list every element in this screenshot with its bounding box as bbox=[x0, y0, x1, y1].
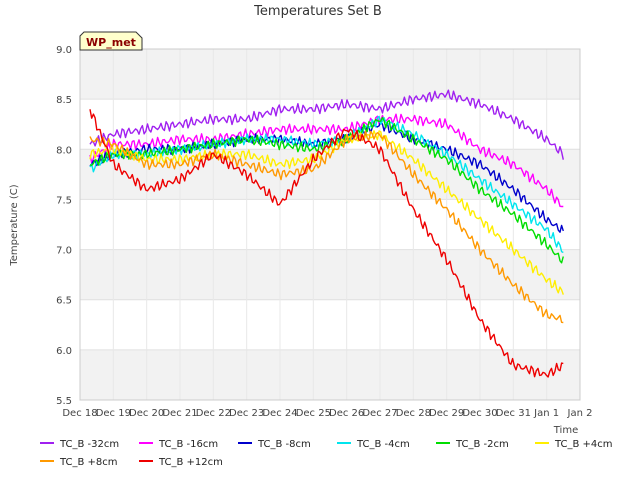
y-tick-label: 8.5 bbox=[56, 95, 72, 106]
y-tick-label: 6.5 bbox=[56, 296, 72, 307]
y-axis-ticks: 5.5 6.0 6.5 7.0 7.5 8.0 8.5 9.0 bbox=[56, 45, 72, 407]
x-tick-label: Dec 27 bbox=[362, 408, 397, 419]
x-tick-label: Dec 28 bbox=[396, 408, 431, 419]
x-tick-label: Dec 24 bbox=[262, 408, 297, 419]
x-tick-label: Dec 23 bbox=[229, 408, 264, 419]
background-band bbox=[80, 49, 580, 100]
x-tick-label: Jan 1 bbox=[533, 408, 559, 419]
legend-label: TC_B +4cm bbox=[554, 439, 613, 450]
x-tick-label: Jan 2 bbox=[567, 408, 593, 419]
site-badge-label: WP_met bbox=[86, 36, 136, 49]
y-tick-label: 8.0 bbox=[56, 145, 72, 156]
series-lines bbox=[89, 89, 564, 378]
legend: TC_B -32cm TC_B -16cm TC_B -8cm TC_B -4cm TC… bbox=[40, 439, 613, 468]
y-tick-label: 9.0 bbox=[56, 45, 72, 56]
legend-label: TC_B +8cm bbox=[59, 457, 118, 468]
y-axis-label: Temperature (C) bbox=[9, 184, 20, 266]
chart-title: Temperatures Set B bbox=[253, 4, 382, 19]
plot-frame bbox=[79, 48, 581, 401]
y-tick-label: 5.5 bbox=[56, 396, 72, 407]
x-tick-label: Dec 19 bbox=[96, 408, 131, 419]
legend-label: TC_B -16cm bbox=[158, 439, 218, 450]
legend-label: TC_B +12cm bbox=[158, 457, 223, 468]
background-band bbox=[80, 349, 580, 400]
background-band bbox=[80, 249, 580, 300]
x-tick-label: Dec 30 bbox=[462, 408, 497, 419]
series-line bbox=[89, 116, 564, 264]
x-tick-label: Dec 22 bbox=[196, 408, 231, 419]
legend-label: TC_B -8cm bbox=[257, 439, 311, 450]
series-line bbox=[89, 109, 564, 378]
legend-label: TC_B -4cm bbox=[356, 439, 410, 450]
y-tick-label: 7.5 bbox=[56, 195, 72, 206]
x-tick-label: Dec 21 bbox=[162, 408, 197, 419]
x-tick-label: Dec 25 bbox=[296, 408, 331, 419]
x-tick-label: Dec 26 bbox=[329, 408, 364, 419]
y-tick-label: 7.0 bbox=[56, 246, 72, 257]
y-tick-label: 6.0 bbox=[56, 346, 72, 357]
site-badge: WP_met bbox=[79, 31, 143, 51]
x-axis-label: Time bbox=[553, 425, 578, 436]
x-tick-label: Dec 29 bbox=[429, 408, 464, 419]
plot-area bbox=[80, 49, 580, 400]
plot-background bbox=[80, 49, 580, 400]
x-tick-label: Dec 20 bbox=[129, 408, 164, 419]
series-line bbox=[89, 113, 564, 208]
site-badge-box bbox=[79, 31, 143, 51]
x-tick-label: Dec 18 bbox=[62, 408, 97, 419]
series-line bbox=[89, 89, 564, 160]
legend-label: TC_B -2cm bbox=[455, 439, 509, 450]
series-line bbox=[89, 130, 564, 324]
x-tick-label: Dec 31 bbox=[496, 408, 531, 419]
legend-label: TC_B -32cm bbox=[59, 439, 119, 450]
